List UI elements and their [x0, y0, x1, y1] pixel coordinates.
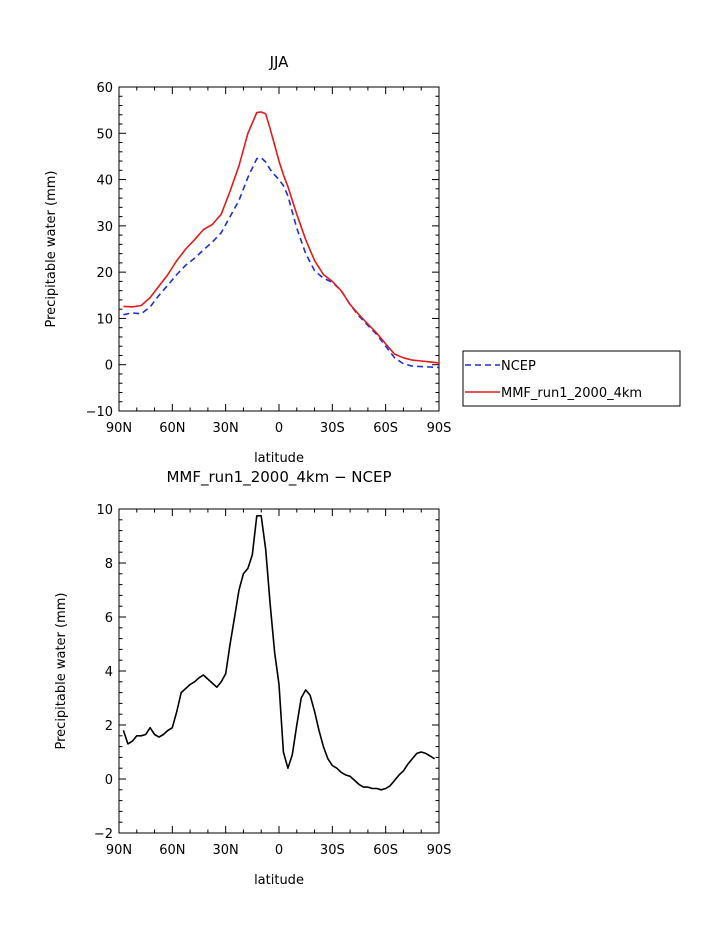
legend: NCEP MMF_run1_2000_4km — [462, 350, 681, 407]
top-xtick-label: 60N — [159, 421, 185, 436]
bottom-ytick-label: 10 — [96, 503, 113, 518]
bottom-xtick-label: 30S — [320, 843, 345, 858]
top-plot-frame — [118, 86, 440, 412]
bottom-ytick-label: 4 — [105, 665, 113, 680]
legend-label-ncep: NCEP — [501, 359, 536, 374]
top-xtick-label: 90S — [427, 421, 452, 436]
top-ytick-label: 60 — [96, 81, 113, 96]
bottom-y-tick-labels: −2 0 2 4 6 8 10 — [94, 503, 113, 842]
top-y-axis-label: Precipitable water (mm) — [44, 171, 59, 328]
bottom-ytick-label: 0 — [105, 773, 113, 788]
bottom-chart-title: MMF_run1_2000_4km − NCEP — [166, 468, 391, 487]
top-axis-ticks — [118, 86, 440, 412]
top-xtick-label: 0 — [275, 421, 283, 436]
bottom-panel-difference: MMF_run1_2000_4km − NCEP −2 0 2 4 6 8 10 90N 60… — [54, 468, 451, 888]
top-x-tick-labels: 90N 60N 30N 0 30S 60S 90S — [106, 421, 452, 436]
top-chart-title: JJA — [269, 53, 290, 71]
top-series-line-1 — [123, 157, 440, 369]
top-ytick-label: 30 — [96, 220, 113, 235]
top-xtick-label: 30N — [213, 421, 239, 436]
top-ytick-label: −10 — [86, 405, 113, 420]
top-series-lines — [123, 111, 440, 369]
bottom-xtick-label: 90S — [427, 843, 452, 858]
bottom-xtick-label: 30N — [213, 843, 239, 858]
legend-label-mmf: MMF_run1_2000_4km — [501, 386, 642, 401]
bottom-series-line-1 — [122, 514, 436, 791]
top-ytick-label: 50 — [96, 127, 113, 142]
top-xtick-label: 60S — [373, 421, 398, 436]
top-xtick-label: 90N — [106, 421, 132, 436]
top-ytick-label: 10 — [96, 312, 113, 327]
legend-box — [462, 350, 681, 407]
top-xtick-label: 30S — [320, 421, 345, 436]
bottom-xtick-label: 0 — [275, 843, 283, 858]
bottom-ytick-label: −2 — [94, 827, 113, 842]
bottom-ytick-label: 8 — [105, 557, 113, 572]
bottom-ytick-label: 2 — [105, 719, 113, 734]
top-series-line-2 — [123, 111, 440, 364]
bottom-axis-ticks — [118, 508, 440, 834]
top-ytick-label: 0 — [105, 359, 113, 374]
bottom-x-axis-label: latitude — [254, 873, 304, 888]
top-x-axis-label: latitude — [254, 451, 304, 466]
top-ytick-label: 40 — [96, 174, 113, 189]
top-y-tick-labels: −10 0 10 20 30 40 50 60 — [86, 81, 113, 420]
top-panel-jja: JJA −10 0 10 20 30 40 50 60 90N 60N 30N 0 30S 60S 90S… — [44, 53, 451, 466]
bottom-series-lines — [122, 514, 436, 791]
bottom-xtick-label: 60N — [159, 843, 185, 858]
bottom-ytick-label: 6 — [105, 611, 113, 626]
bottom-xtick-label: 90N — [106, 843, 132, 858]
bottom-xtick-label: 60S — [373, 843, 398, 858]
top-ytick-label: 20 — [96, 266, 113, 281]
bottom-y-axis-label: Precipitable water (mm) — [54, 593, 69, 750]
bottom-x-tick-labels: 90N 60N 30N 0 30S 60S 90S — [106, 843, 452, 858]
